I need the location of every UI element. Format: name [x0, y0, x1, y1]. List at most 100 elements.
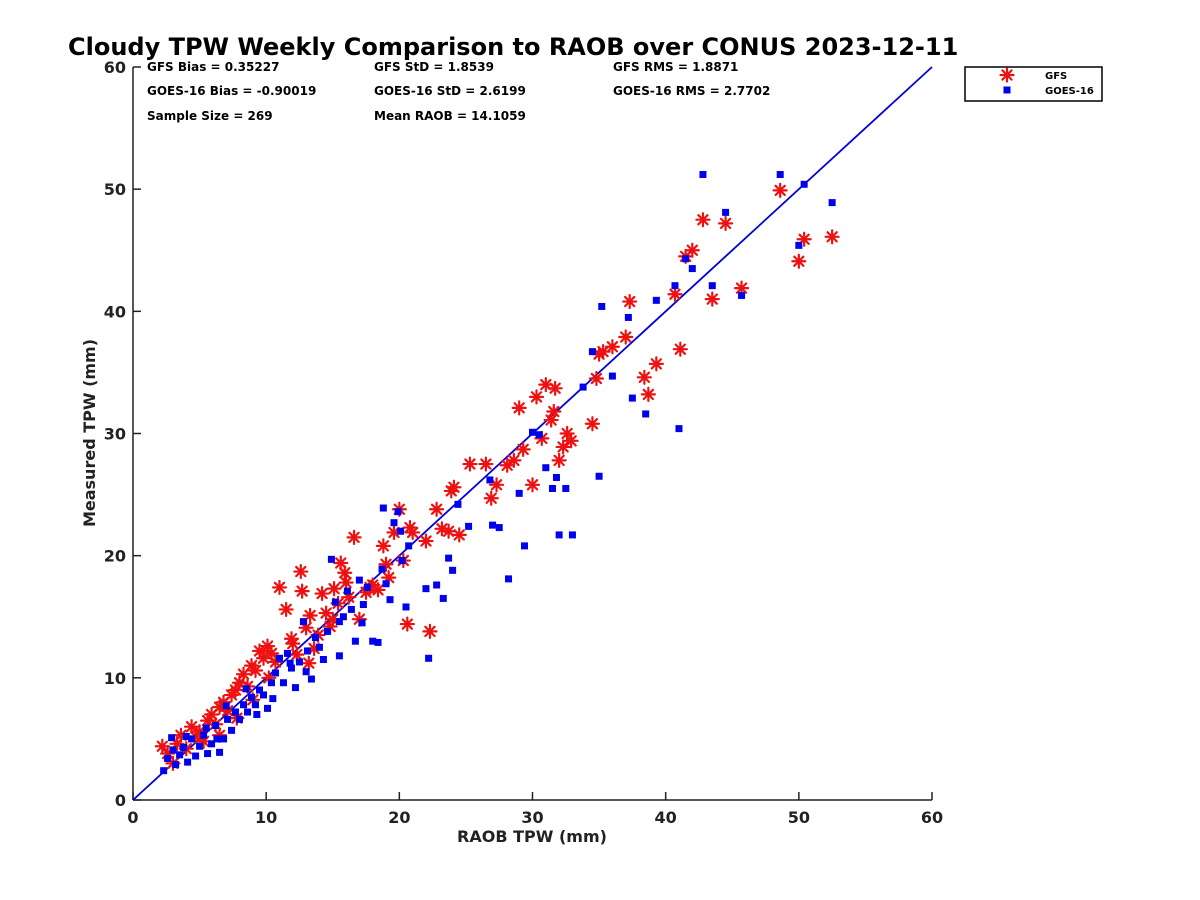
- goes16-point: [216, 748, 224, 756]
- goes16-point: [568, 531, 576, 539]
- gfs-point: [429, 501, 445, 517]
- y-tick-label: 40: [104, 302, 126, 321]
- goes16-point: [688, 265, 696, 273]
- x-axis-label: RAOB TPW (mm): [457, 827, 607, 846]
- gfs-point: [672, 341, 688, 357]
- gfs-point: [405, 524, 421, 541]
- goes16-point: [343, 587, 351, 595]
- legend-gfs-marker: [999, 67, 1015, 83]
- goes16-point: [295, 658, 303, 666]
- goes16-point: [263, 704, 271, 712]
- goes16-point: [236, 715, 244, 723]
- gfs-point: [695, 212, 711, 228]
- goes16-point: [552, 473, 560, 481]
- goes16-point: [224, 715, 232, 723]
- goes16-point: [708, 282, 716, 290]
- x-tick-label: 60: [921, 808, 943, 827]
- goes16-point: [595, 472, 603, 480]
- goes16-point: [358, 619, 366, 627]
- gfs-point: [640, 386, 656, 403]
- gfs-point: [524, 477, 541, 493]
- goes16-point: [675, 425, 683, 433]
- gfs-point: [704, 291, 720, 307]
- gfs-point: [441, 523, 457, 539]
- goes16-point: [303, 647, 311, 655]
- chart-title: Cloudy TPW Weekly Comparison to RAOB ove…: [68, 33, 958, 61]
- goes16-point: [172, 761, 180, 769]
- gfs-point: [584, 416, 601, 432]
- gfs-point: [422, 623, 438, 640]
- gfs-point: [588, 370, 605, 387]
- gfs-point: [278, 601, 294, 618]
- goes16-point: [529, 428, 536, 436]
- gfs-point: [338, 574, 354, 591]
- gfs-point: [337, 565, 353, 581]
- y-axis-label: Measured TPW (mm): [80, 339, 99, 527]
- goes16-point: [369, 637, 377, 645]
- gfs-point: [717, 215, 734, 231]
- gfs-point: [346, 529, 362, 545]
- gfs-point: [824, 229, 840, 245]
- goes16-point: [699, 171, 707, 179]
- gfs-point: [378, 556, 394, 572]
- gfs-point: [418, 533, 434, 549]
- goes16-point: [521, 542, 529, 550]
- goes16-point: [608, 372, 616, 380]
- goes16-point: [196, 742, 204, 750]
- gfs-point: [443, 483, 459, 499]
- goes16-point: [555, 531, 563, 539]
- goes16-point: [311, 634, 319, 642]
- goes16-point: [299, 618, 307, 626]
- goes16-point: [598, 302, 606, 310]
- goes16-point: [682, 255, 690, 263]
- gfs-point: [298, 620, 314, 636]
- goes16-point: [222, 702, 230, 710]
- goes16-point: [275, 654, 283, 662]
- goes16-point: [253, 710, 261, 718]
- goes16-point: [433, 581, 441, 589]
- goes16-point: [202, 724, 210, 732]
- goes16-point: [355, 576, 363, 584]
- goes16-point: [562, 484, 570, 492]
- goes16-point: [405, 542, 413, 550]
- goes16-point: [363, 583, 371, 591]
- y-tick-label: 20: [104, 547, 126, 566]
- y-tick-label: 30: [104, 425, 126, 444]
- gfs-point: [247, 662, 264, 679]
- gfs-point: [399, 616, 415, 632]
- goes16-point: [176, 751, 184, 759]
- goes16-point: [454, 500, 462, 508]
- legend: GFS GOES-16: [964, 66, 1103, 102]
- x-tick-label: 30: [521, 808, 543, 827]
- goes16-point: [505, 575, 513, 583]
- gfs-point: [546, 403, 562, 420]
- goes16-point: [386, 596, 394, 604]
- goes16-point: [256, 686, 264, 694]
- gfs-point: [636, 369, 652, 385]
- series-goes16: [160, 171, 836, 775]
- goes16-point: [279, 679, 287, 687]
- gfs-point: [528, 389, 545, 405]
- goes16-point: [287, 664, 295, 672]
- goes16-point: [374, 638, 382, 646]
- goes16-point: [232, 708, 240, 716]
- goes16-point: [465, 522, 473, 530]
- goes16-point: [495, 524, 503, 532]
- goes16-point: [588, 348, 596, 356]
- goes16-point: [169, 746, 177, 754]
- goes16-point: [535, 431, 543, 439]
- goes16-point: [738, 291, 746, 299]
- goes16-point: [269, 695, 277, 703]
- gfs-point: [285, 636, 301, 652]
- goes16-point: [449, 566, 457, 574]
- gfs-point: [293, 563, 309, 580]
- goes16-point: [204, 750, 212, 758]
- goes16-point: [379, 504, 387, 512]
- goes16-point: [579, 383, 587, 391]
- gfs-point: [555, 439, 571, 455]
- gfs-point: [499, 457, 515, 473]
- goes16-point: [188, 735, 196, 743]
- goes16-point: [776, 171, 784, 179]
- gfs-point: [301, 655, 317, 671]
